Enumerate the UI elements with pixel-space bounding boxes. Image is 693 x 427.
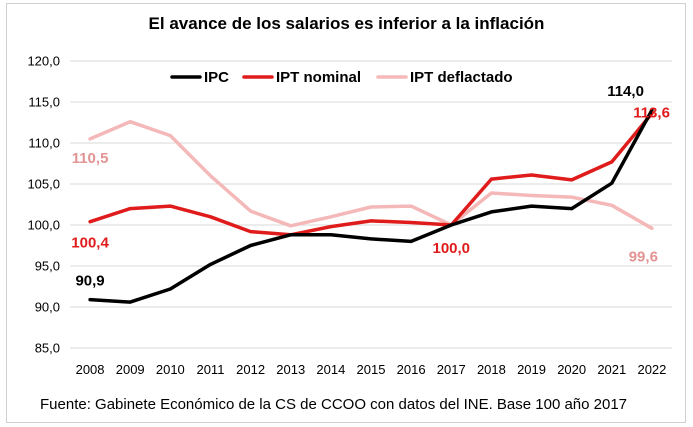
series-line-ipc	[88, 108, 654, 304]
x-tick-label: 2012	[236, 362, 265, 377]
legend-label-ipc: IPC	[204, 69, 229, 86]
data-label: 90,9	[75, 273, 104, 290]
data-label: 100,0	[432, 240, 470, 257]
y-tick-label: 115,0	[28, 95, 60, 110]
x-tick-label: 2010	[156, 362, 185, 377]
data-label: 110,5	[72, 150, 109, 167]
x-tick-label: 2018	[477, 362, 506, 377]
y-tick-label: 85,0	[35, 341, 60, 356]
x-tick-label: 2015	[357, 362, 386, 377]
data-label: 99,6	[629, 248, 658, 265]
source-note: Fuente: Gabinete Económico de la CS de C…	[40, 396, 628, 413]
chart-title: El avance de los salarios es inferior a …	[148, 14, 545, 33]
series-line-ipt-deflactado	[88, 119, 654, 231]
legend-label-ipt-nominal: IPT nominal	[276, 69, 361, 86]
data-label: 113,6	[633, 104, 670, 121]
x-tick-label: 2008	[76, 362, 105, 377]
x-tick-label: 2017	[437, 362, 466, 377]
x-tick-label: 2013	[276, 362, 305, 377]
data-label: 114,0	[607, 83, 644, 100]
y-tick-label: 90,0	[35, 300, 60, 315]
x-tick-label: 2022	[637, 362, 666, 377]
x-tick-label: 2014	[316, 362, 345, 377]
x-tick-label: 2016	[397, 362, 426, 377]
y-tick-label: 110,0	[28, 136, 60, 151]
legend-label-ipt-deflactado: IPT deflactado	[410, 69, 513, 86]
data-label: 100,4	[71, 235, 109, 252]
series-line-ipt-nominal	[88, 111, 654, 237]
x-tick-label: 2020	[557, 362, 586, 377]
y-tick-label: 95,0	[35, 259, 60, 274]
x-tick-label: 2011	[196, 362, 224, 377]
x-tick-label: 2009	[116, 362, 145, 377]
y-tick-label: 100,0	[27, 218, 60, 233]
y-tick-label: 120,0	[27, 54, 60, 69]
x-tick-label: 2019	[517, 362, 546, 377]
x-tick-label: 2021	[597, 362, 626, 377]
y-tick-label: 105,0	[27, 177, 60, 192]
